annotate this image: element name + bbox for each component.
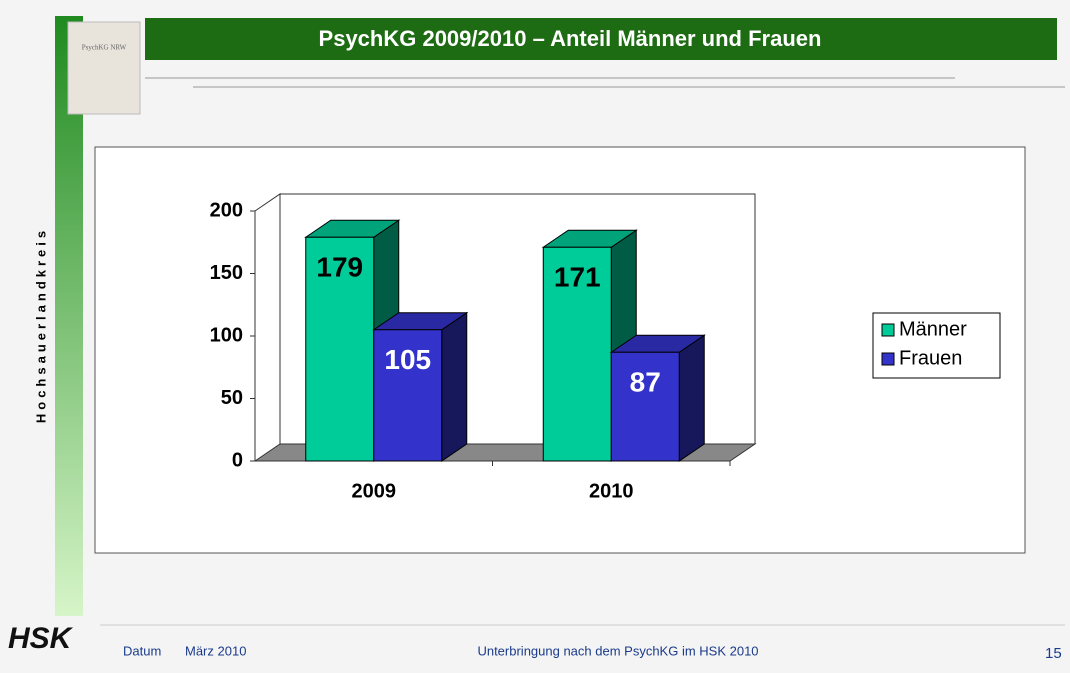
bar-side — [678, 334, 705, 462]
y-tick-label: 0 — [232, 449, 243, 471]
footer-label: Datum — [123, 643, 161, 658]
legend-label: Frauen — [899, 347, 962, 369]
side-text: Hochsauerlandkreis — [33, 227, 48, 423]
y-tick-label: 150 — [210, 262, 243, 284]
value-label: 171 — [554, 262, 601, 293]
slide-title: PsychKG 2009/2010 – Anteil Männer und Fr… — [319, 26, 822, 51]
bar — [373, 329, 443, 462]
bar-side — [441, 311, 468, 462]
side-wall — [254, 193, 281, 444]
legend-swatch — [881, 323, 895, 337]
x-tick-label: 2009 — [352, 480, 397, 502]
value-label: 105 — [384, 344, 431, 375]
y-tick-label: 200 — [210, 199, 243, 221]
bar — [305, 236, 375, 462]
legend-swatch — [881, 352, 895, 366]
x-tick-label: 2010 — [589, 480, 634, 502]
book-title: PsychKG NRW — [82, 44, 127, 52]
y-tick-label: 100 — [210, 324, 243, 346]
side-bar — [55, 16, 83, 616]
footer-date: März 2010 — [185, 643, 246, 658]
footer-center: Unterbringung nach dem PsychKG im HSK 20… — [477, 643, 758, 658]
value-label: 179 — [316, 252, 363, 283]
y-tick-label: 50 — [221, 387, 243, 409]
book-cover — [67, 21, 141, 115]
title-bar — [145, 18, 1057, 60]
bar — [610, 351, 680, 462]
legend-label: Männer — [899, 318, 967, 340]
value-label: 87 — [630, 367, 661, 398]
logo: HSK — [8, 622, 74, 655]
page-number: 15 — [1045, 645, 1062, 662]
